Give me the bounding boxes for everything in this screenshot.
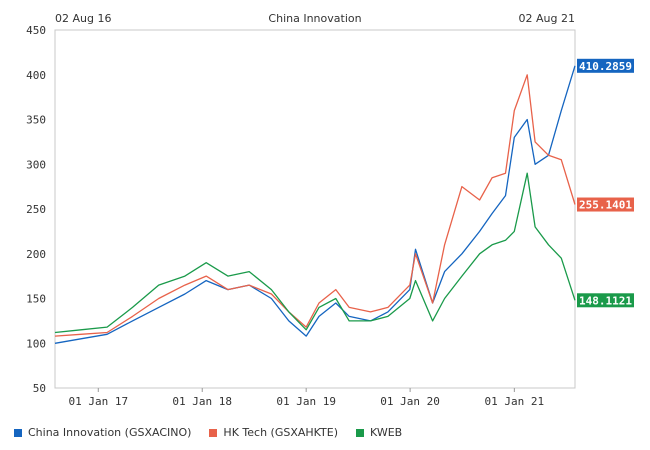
- legend-label-kweb: KWEB: [370, 426, 403, 439]
- end-value-badge-2: [577, 293, 634, 308]
- legend-swatch-china-innovation: [14, 428, 22, 437]
- plot-frame: [54, 29, 576, 389]
- start-date-label: 02 Aug 16: [55, 12, 111, 25]
- x-tick-label: 01 Jan 21: [485, 395, 545, 408]
- legend-label-china-innovation: China Innovation (GSXACINO): [28, 426, 192, 439]
- legend-swatch-hk-tech: [209, 428, 218, 437]
- y-tick-label: 100: [26, 337, 46, 350]
- y-tick-label: 300: [26, 158, 46, 171]
- y-tick-label: 250: [26, 203, 46, 216]
- y-tick-label: 450: [26, 24, 46, 37]
- x-tick-label: 01 Jan 20: [380, 395, 440, 408]
- chart-title: China Innovation: [268, 12, 361, 25]
- y-tick-label: 400: [26, 69, 46, 82]
- end-value-labels: 410.2859 255.1401 148.1121: [577, 58, 634, 308]
- x-tick-label: 01 Jan 17: [68, 395, 128, 408]
- end-value-badge-1: [577, 197, 634, 212]
- x-tick-label: 01 Jan 19: [276, 395, 336, 408]
- legend-item-hk-tech[interactable]: HK Tech (GSXAHKTE): [209, 426, 338, 439]
- end-value-text-1: 255.1401: [579, 199, 632, 212]
- y-tick-label: 150: [26, 293, 46, 306]
- y-tick-label: 350: [26, 114, 46, 127]
- legend-swatch-kweb: [356, 428, 364, 437]
- legend-label-hk-tech: HK Tech (GSXAHKTE): [223, 426, 338, 439]
- end-value-text-0: 410.2859: [579, 60, 632, 73]
- series-lines: [54, 65, 576, 344]
- x-tick-label: 01 Jan 18: [172, 395, 232, 408]
- end-value-text-2: 148.1121: [579, 294, 632, 307]
- series-line-0: [54, 65, 576, 344]
- legend-item-china-innovation[interactable]: China Innovation (GSXACINO): [14, 426, 191, 439]
- end-date-label: 02 Aug 21: [519, 12, 575, 25]
- end-value-badge-0: [577, 58, 634, 73]
- series-line-1: [54, 74, 576, 337]
- legend-item-kweb[interactable]: KWEB: [356, 426, 402, 439]
- y-tick-label: 50: [33, 382, 46, 395]
- legend: China Innovation (GSXACINO) HK Tech (GSX…: [14, 426, 402, 439]
- x-axis: 01 Jan 17 01 Jan 18 01 Jan 19 01 Jan 20 01 J…: [68, 388, 544, 408]
- series-line-2: [54, 172, 576, 334]
- y-axis: 50 100 150 200 250 300 350 400 450: [26, 24, 46, 395]
- y-tick-label: 200: [26, 248, 46, 261]
